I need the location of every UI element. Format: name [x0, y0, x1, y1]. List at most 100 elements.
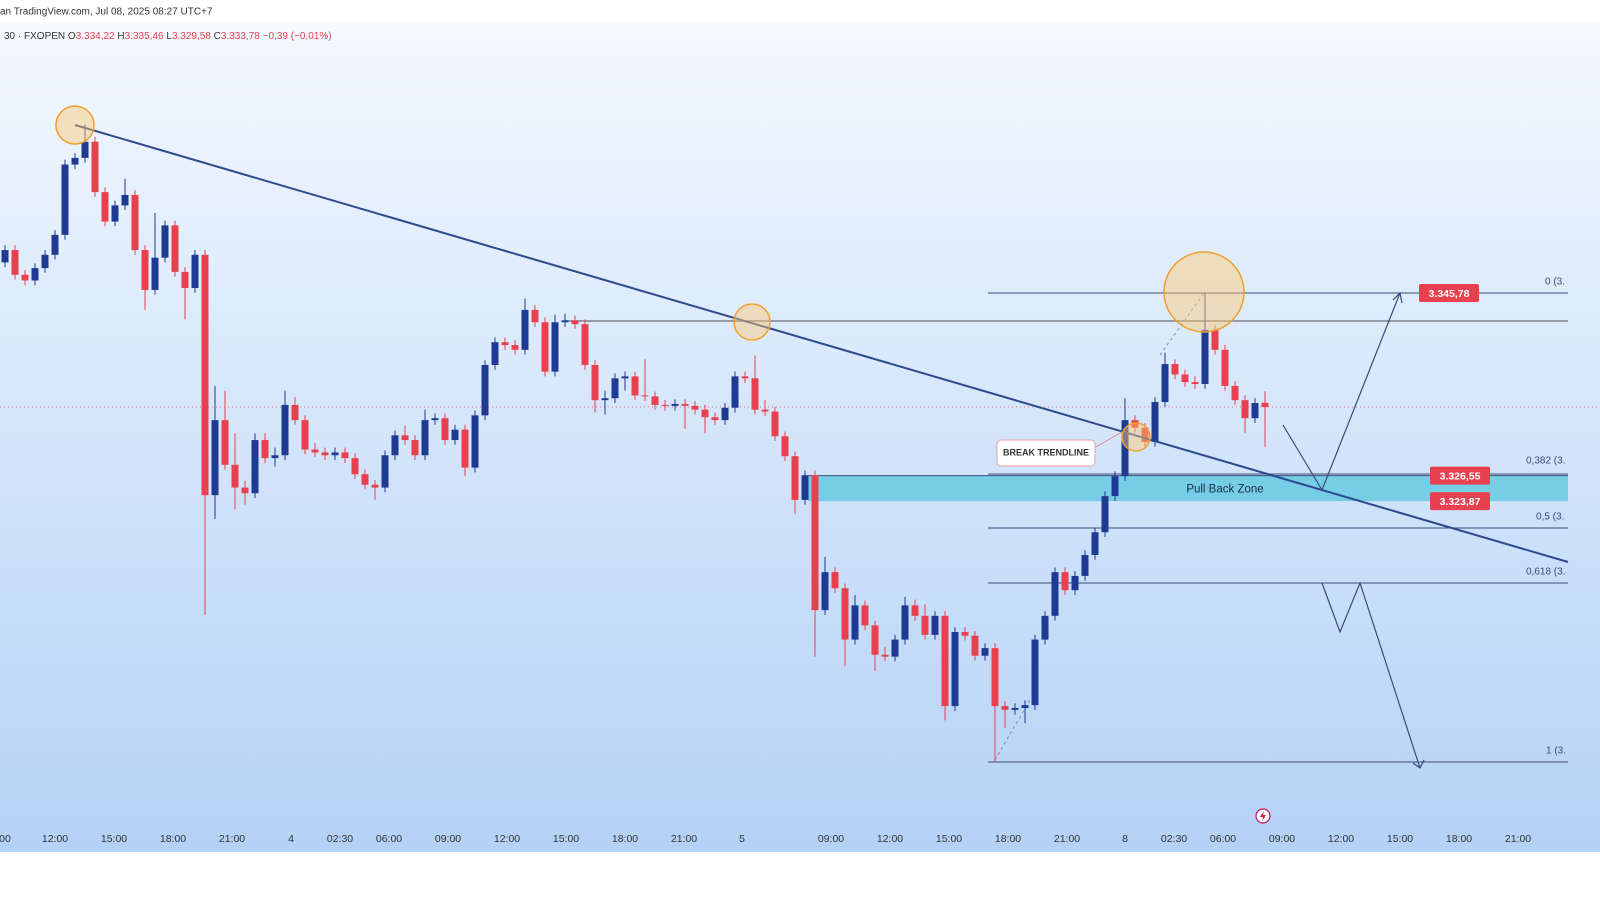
price-label-box [1419, 283, 1479, 302]
candle-body [1011, 707, 1019, 710]
quote-value: 3.335,46 [125, 31, 164, 42]
highlight-circle [1121, 422, 1151, 452]
candle-body [501, 342, 509, 346]
candle-body [31, 268, 39, 281]
x-tick-label: 18:00 [995, 833, 1021, 845]
candle-body [291, 404, 299, 421]
x-tick-label: 02:30 [327, 833, 353, 845]
candle-body [491, 342, 499, 366]
front-layer: BREAK TRENDLINE 3.345,78 3.326,55 3.323,87 [55, 105, 1569, 824]
candle-body [971, 635, 979, 656]
highlight-circle [55, 105, 95, 145]
candle-body [841, 588, 849, 640]
candle-body [181, 271, 189, 289]
candle-body [1211, 329, 1219, 350]
candle-body [761, 409, 769, 412]
candle-body [571, 320, 579, 325]
candle-body [101, 192, 109, 222]
candle-body [261, 440, 269, 459]
candle-body [1021, 705, 1029, 708]
x-tick-label: 21:00 [671, 833, 697, 845]
quote-value: 3.334,22 [76, 31, 115, 42]
x-tick-label: 06:00 [376, 833, 402, 845]
candle-body [641, 395, 649, 397]
candle-body [231, 464, 239, 488]
candle-body [1171, 364, 1179, 375]
candle-body [981, 648, 989, 656]
fib-label: 0,382 (3. [1526, 456, 1565, 467]
x-tick-label: 06:00 [1210, 833, 1236, 845]
projection-arrow [1282, 292, 1401, 492]
x-tick-label: 09:00 [435, 833, 461, 845]
candle-body [901, 605, 909, 640]
candle-body [471, 415, 479, 468]
candle-body [151, 257, 159, 290]
callout-box [996, 439, 1096, 467]
header-bar [0, 0, 1600, 22]
x-tick-label: 18:00 [612, 833, 638, 845]
candle-body [71, 157, 79, 165]
candle-body [431, 418, 439, 421]
candle-body [141, 250, 149, 290]
candle-body [1251, 403, 1259, 419]
x-tick-label: 4 [288, 833, 294, 845]
header-source: an TradingView.com, Jul 08, 2025 08:27 U… [0, 7, 213, 18]
candle-body [331, 452, 339, 456]
candle-body [991, 648, 999, 707]
candle-body [951, 631, 959, 707]
quote-key: H [117, 31, 124, 42]
candle-body [1181, 374, 1189, 383]
candle-body [41, 254, 49, 269]
price-label: 3.345,78 [1429, 288, 1470, 300]
candle-body [51, 234, 59, 255]
candle-body [921, 615, 929, 635]
candle-body [671, 403, 679, 406]
candle-body [521, 309, 529, 350]
x-tick-label: 21:00 [219, 833, 245, 845]
candle-body [421, 420, 429, 456]
candle-body [201, 254, 209, 496]
candle-body [411, 440, 419, 456]
trendline [74, 124, 1569, 563]
candle-body [311, 449, 319, 453]
candle-body [1161, 364, 1169, 403]
candle-body [661, 404, 669, 406]
candle-body [251, 440, 259, 494]
candle-body [1031, 639, 1039, 706]
x-tick-label: 12:00 [42, 833, 68, 845]
quote-key: C [214, 31, 221, 42]
candle-body [1111, 476, 1119, 497]
x-tick-label: 12:00 [1328, 833, 1354, 845]
price-label-box [1430, 492, 1490, 511]
candle-body [561, 320, 569, 323]
candles [1, 124, 1269, 763]
x-tick-label: 09:00 [818, 833, 844, 845]
candle-body [321, 452, 329, 456]
candle-body [361, 474, 369, 485]
candle-body [1201, 329, 1209, 385]
candle-body [801, 475, 809, 500]
candle-body [481, 365, 489, 416]
zone-label: Pull Back Zone [1186, 483, 1263, 495]
candle-body [721, 407, 729, 421]
candle-body [931, 615, 939, 635]
x-tick-label: 00 [0, 833, 11, 845]
x-tick-label: 15:00 [1387, 833, 1413, 845]
candle-body [681, 403, 689, 406]
candle-body [741, 376, 749, 379]
candle-body [91, 141, 99, 193]
footer-strip [0, 852, 1600, 900]
candle-body [511, 345, 519, 350]
candle-body [381, 455, 389, 488]
candle-body [1061, 572, 1069, 591]
fib-label: 0,5 (3. [1536, 512, 1564, 523]
candle-body [751, 378, 759, 410]
candle-body [691, 405, 699, 410]
candle-body [531, 309, 539, 323]
candle-body [1191, 382, 1199, 385]
fib-label: 0,618 (3. [1526, 567, 1565, 578]
candle-body [131, 194, 139, 251]
candle-body [781, 436, 789, 457]
header-quote: 30 · FXOPEN O3.334,22 H3.335,46 L3.329,5… [4, 31, 332, 42]
